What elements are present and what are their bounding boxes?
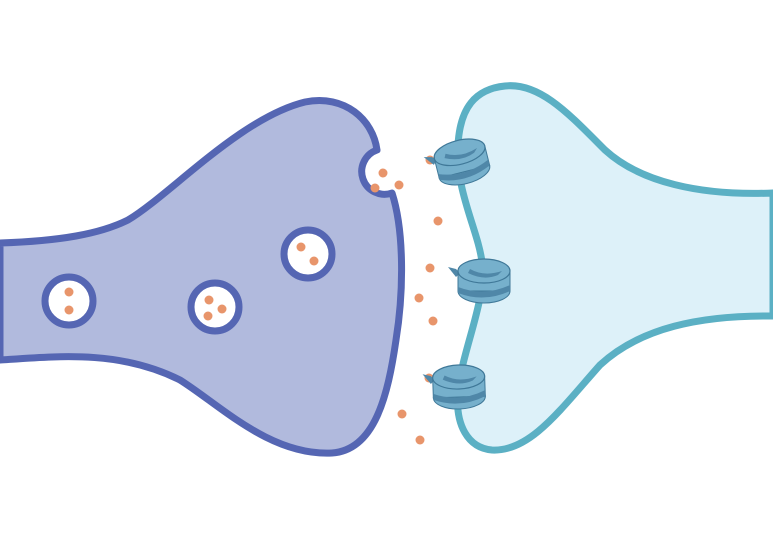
receptor-channel-icon xyxy=(447,258,511,304)
exocytosis-site xyxy=(370,168,404,193)
neurotransmitter-dot-icon xyxy=(428,316,438,326)
synaptic-vesicle-icon xyxy=(280,226,336,282)
receptor-channel-icon xyxy=(421,363,487,411)
synaptic-vesicles xyxy=(41,168,404,335)
synaptic-vesicle-icon xyxy=(41,273,97,329)
neurotransmitter-dot-icon xyxy=(415,435,425,445)
synaptic-vesicle-icon xyxy=(187,279,243,335)
neurotransmitter-dot-icon xyxy=(425,263,435,273)
neurotransmitter-dot-icon xyxy=(397,409,407,419)
presynaptic-membrane xyxy=(0,97,406,457)
neurotransmitter-dot-icon xyxy=(433,216,443,226)
presynaptic-terminal xyxy=(0,97,406,457)
neurotransmitter-dot-icon xyxy=(414,293,424,303)
